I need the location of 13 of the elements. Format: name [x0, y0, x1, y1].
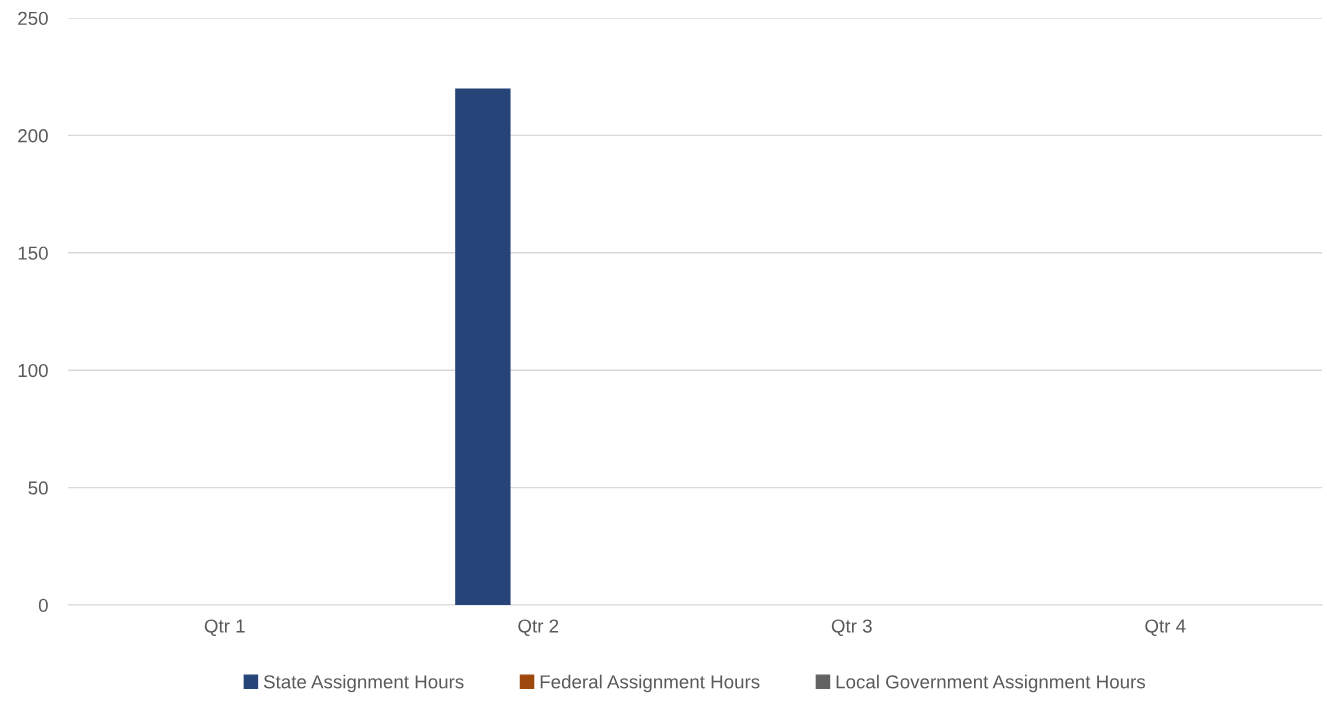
- x-tick-label: Qtr 2: [518, 619, 559, 637]
- x-tick-label: Qtr 1: [204, 619, 245, 637]
- y-tick-label: 100: [18, 363, 48, 378]
- y-tick-label: 250: [18, 11, 48, 25]
- legend-label: Federal Assignment Hours: [540, 674, 760, 693]
- legend-label: State Assignment Hours: [263, 674, 464, 693]
- legend-label: Local Government Assignment Hours: [836, 674, 1146, 693]
- x-tick-label: Qtr 4: [1145, 619, 1186, 637]
- y-tick-label: 150: [18, 246, 48, 260]
- y-tick-label: 50: [28, 481, 48, 495]
- y-tick-label: 0: [38, 598, 48, 612]
- y-tick-label: 200: [18, 129, 48, 143]
- x-tick-label: Qtr 3: [831, 619, 872, 637]
